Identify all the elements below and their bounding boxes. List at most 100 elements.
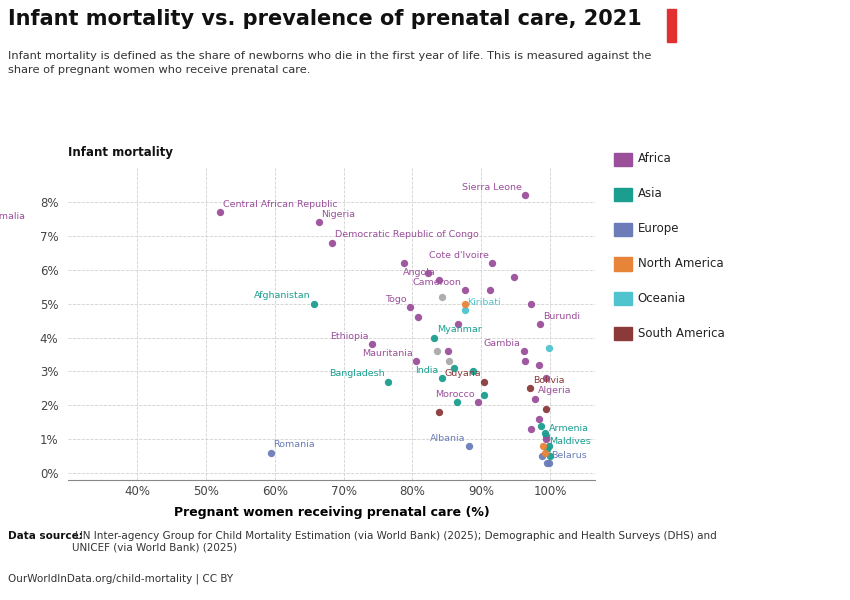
- Point: [435, 373, 449, 383]
- Point: [462, 441, 476, 451]
- Text: Albania: Albania: [430, 434, 466, 443]
- Text: Myanmar: Myanmar: [437, 325, 482, 334]
- Point: [532, 360, 546, 370]
- Point: [524, 299, 538, 308]
- Point: [409, 356, 422, 366]
- Point: [543, 451, 557, 461]
- Text: Europe: Europe: [638, 222, 679, 235]
- X-axis label: Pregnant women receiving prenatal care (%): Pregnant women receiving prenatal care (…: [173, 506, 490, 519]
- Text: Maldives: Maldives: [550, 437, 592, 446]
- Point: [542, 441, 556, 451]
- Text: Burundi: Burundi: [542, 311, 580, 320]
- Point: [507, 272, 521, 281]
- Text: Angola: Angola: [402, 268, 435, 277]
- Point: [539, 448, 552, 458]
- Point: [539, 431, 552, 441]
- Point: [403, 302, 416, 312]
- Point: [307, 299, 320, 308]
- Text: Kiribati: Kiribati: [468, 298, 502, 307]
- Text: Romania: Romania: [274, 440, 314, 449]
- Text: Infant mortality: Infant mortality: [68, 146, 173, 159]
- Point: [435, 292, 449, 302]
- Point: [450, 397, 464, 407]
- Text: Infant mortality vs. prevalence of prenatal care, 2021: Infant mortality vs. prevalence of prena…: [8, 9, 643, 29]
- Point: [524, 383, 537, 393]
- Point: [365, 340, 378, 349]
- Text: Morocco: Morocco: [435, 389, 474, 398]
- Text: UN Inter-agency Group for Child Mortality Estimation (via World Bank) (2025); De: UN Inter-agency Group for Child Mortalit…: [72, 531, 717, 553]
- Point: [518, 190, 532, 200]
- Text: North America: North America: [638, 257, 723, 270]
- Point: [264, 448, 277, 458]
- Text: Asia: Asia: [638, 187, 662, 200]
- Point: [485, 258, 499, 268]
- Point: [536, 451, 549, 461]
- Point: [518, 346, 531, 356]
- Point: [411, 313, 425, 322]
- Point: [539, 404, 552, 413]
- Point: [458, 299, 472, 308]
- Text: in Data: in Data: [733, 33, 778, 43]
- Point: [534, 421, 547, 431]
- Point: [467, 367, 480, 376]
- Text: Our World: Our World: [723, 19, 786, 29]
- Point: [542, 458, 556, 468]
- Point: [478, 377, 491, 386]
- Point: [448, 363, 462, 373]
- Text: Central African Republic: Central African Republic: [223, 200, 337, 209]
- Point: [432, 275, 445, 285]
- Point: [539, 373, 552, 383]
- Point: [34, 217, 48, 227]
- Text: South America: South America: [638, 326, 724, 340]
- Point: [458, 305, 472, 315]
- Text: Cote d'Ivoire: Cote d'Ivoire: [429, 251, 489, 260]
- Point: [542, 343, 556, 353]
- FancyBboxPatch shape: [667, 9, 676, 42]
- Point: [518, 356, 532, 366]
- Point: [528, 394, 541, 403]
- Point: [539, 428, 552, 437]
- Point: [533, 319, 547, 329]
- Point: [471, 397, 484, 407]
- Text: Afghanistan: Afghanistan: [254, 291, 310, 300]
- Point: [483, 285, 496, 295]
- Text: Togo: Togo: [384, 295, 406, 304]
- Point: [312, 217, 326, 227]
- Text: Democratic Republic of Congo: Democratic Republic of Congo: [335, 230, 479, 239]
- Point: [398, 258, 411, 268]
- Point: [451, 319, 465, 329]
- Text: Somalia: Somalia: [0, 212, 26, 221]
- Point: [442, 356, 456, 366]
- Text: Cameroon: Cameroon: [412, 278, 462, 287]
- Point: [458, 285, 472, 295]
- Point: [532, 414, 546, 424]
- Text: Sierra Leone: Sierra Leone: [462, 183, 522, 192]
- Text: Data source:: Data source:: [8, 531, 83, 541]
- Point: [539, 434, 552, 444]
- Text: Ethiopia: Ethiopia: [330, 332, 368, 341]
- Text: Armenia: Armenia: [549, 424, 589, 433]
- Text: Africa: Africa: [638, 152, 672, 166]
- Text: Infant mortality is defined as the share of newborns who die in the first year o: Infant mortality is defined as the share…: [8, 51, 652, 75]
- Text: Belarus: Belarus: [552, 451, 587, 460]
- Point: [325, 238, 338, 247]
- Point: [536, 441, 549, 451]
- Point: [421, 268, 434, 278]
- Text: Guyana: Guyana: [444, 369, 480, 378]
- Text: Oceania: Oceania: [638, 292, 686, 305]
- Point: [541, 458, 554, 468]
- Text: Nigeria: Nigeria: [321, 210, 355, 219]
- Point: [430, 346, 444, 356]
- Text: India: India: [416, 366, 439, 375]
- Text: Bangladesh: Bangladesh: [329, 369, 385, 378]
- Point: [213, 207, 227, 217]
- Point: [524, 424, 538, 434]
- Text: Gambia: Gambia: [484, 339, 520, 348]
- Point: [478, 391, 491, 400]
- Point: [441, 346, 455, 356]
- Point: [428, 333, 441, 343]
- Point: [432, 407, 445, 417]
- Text: OurWorldInData.org/child-mortality | CC BY: OurWorldInData.org/child-mortality | CC …: [8, 573, 234, 583]
- Text: Bolivia: Bolivia: [533, 376, 564, 385]
- Text: Mauritania: Mauritania: [362, 349, 412, 358]
